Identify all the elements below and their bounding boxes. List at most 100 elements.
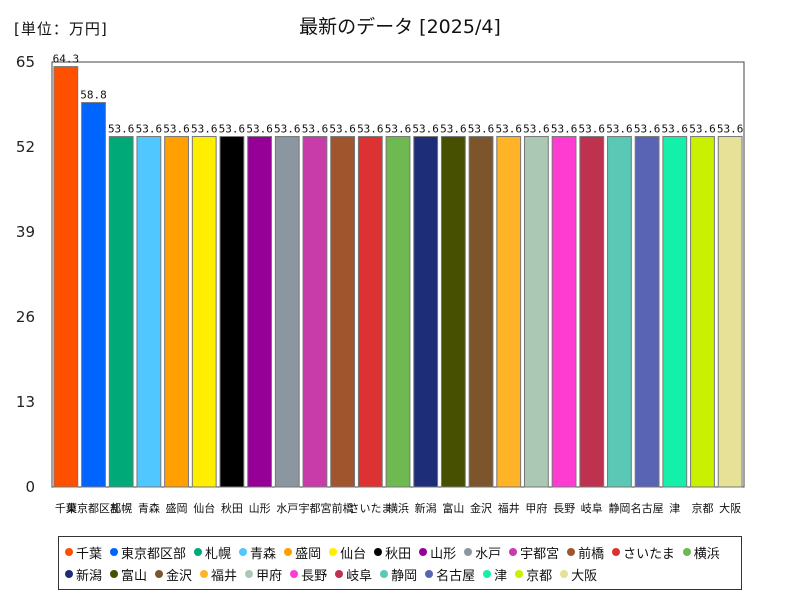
legend-label: 横浜 [693,546,720,562]
category-label: 千葉 [55,501,77,515]
category-label: 甲府 [525,501,547,515]
legend-dot-icon [65,548,73,556]
bar-6 [219,136,245,488]
value-label: 53.6 [717,123,744,136]
value-label: 53.6 [136,123,163,136]
legend-dot-icon [65,570,73,578]
legend-dot-icon [284,548,293,556]
legend-dot-icon [239,548,248,556]
legend-dot-icon [483,570,492,578]
bar-20 [607,136,632,488]
bar-23 [690,136,715,488]
legend-label: 札幌 [205,546,232,562]
legend-item: 岐阜 [335,563,372,585]
legend-dot-icon [335,570,344,578]
legend-item: 大阪 [560,563,597,585]
bar-17 [523,136,549,488]
legend-item: 仙台 [329,541,366,563]
legend-dot-icon [419,548,428,556]
legend-dot-icon [155,570,164,578]
value-label: 53.6 [689,123,716,136]
category-label: 名古屋 [631,501,664,515]
bar-7 [247,136,273,488]
value-label: 53.6 [579,123,606,136]
legend-dot-icon [110,570,119,578]
bar-22 [662,136,688,488]
bar-15 [468,136,494,488]
legend-dot-icon [329,548,338,556]
legend-label: 青森 [250,546,277,562]
value-label: 53.6 [662,123,689,136]
legend-label: 大阪 [571,568,598,584]
value-label: 53.6 [219,123,246,136]
bar-11 [357,136,383,488]
legend-dot-icon [374,548,383,556]
legend-item: 名古屋 [425,563,475,585]
bar-9 [302,136,328,488]
legend-item: 甲府 [245,563,282,585]
legend-item: 秋田 [374,541,411,563]
legend-item: 東京都区部 [110,541,186,563]
value-label: 53.6 [551,123,578,136]
category-label: 福井 [498,501,520,515]
legend-dot-icon [464,548,473,556]
category-label: 仙台 [193,501,215,515]
legend-label: 金沢 [166,568,193,584]
legend-item: 長野 [290,563,327,585]
legend-label: 秋田 [385,546,412,562]
legend-dot-icon [194,548,203,556]
legend-dot-icon [110,548,119,556]
legend-label: 前橋 [578,546,605,562]
legend-item: 静岡 [380,563,417,585]
value-label: 53.6 [108,123,135,136]
value-label: 53.6 [191,123,218,136]
category-label: さいたま [348,502,392,515]
value-label: 64.3 [53,53,80,66]
category-label: 前橋 [332,501,354,515]
bar-19 [579,136,605,488]
legend-dot-icon [682,548,691,556]
bar-0 [53,66,79,488]
category-label: 富山 [442,501,464,515]
legend-label: 名古屋 [436,568,476,584]
value-label: 53.6 [329,123,356,136]
legend-label: 富山 [121,568,148,584]
value-label: 53.6 [274,123,301,136]
value-label: 53.6 [606,123,633,136]
legend-label: 千葉 [76,546,103,562]
legend-label: 静岡 [391,568,418,584]
category-label: 静岡 [608,501,630,515]
legend-label: 宇都宮 [520,546,560,562]
bar-4 [164,136,189,488]
value-label: 53.6 [302,123,329,136]
bar-12 [385,136,411,488]
legend-dot-icon [245,570,254,578]
bar-14 [440,136,466,488]
bar-13 [413,136,439,488]
legend-item: 福井 [200,563,237,585]
category-label: 山形 [249,502,271,515]
legend-label: 甲府 [256,568,283,584]
legend-dot-icon [567,548,576,556]
legend-label: 山形 [430,546,457,562]
category-label: 青森 [138,501,160,515]
legend-label: 仙台 [340,546,367,562]
category-label: 金沢 [470,501,492,515]
category-label: 宇都宮 [298,501,331,515]
legend-label: 岐阜 [346,568,373,584]
category-label: 京都 [691,501,713,515]
bar-2 [108,136,134,488]
legend-item: 横浜 [682,541,720,563]
legend-item: 津 [483,563,507,585]
legend-item: 新潟 [65,563,102,585]
y-tick-label: 65 [16,53,35,71]
legend-label: 水戸 [475,546,502,562]
y-tick-label: 26 [16,308,35,326]
legend-item: 京都 [515,563,552,585]
category-label: 水戸 [276,502,298,515]
legend-label: 京都 [526,568,553,584]
value-label: 53.6 [440,123,467,136]
legend-dot-icon [425,570,434,578]
chart-title: 最新のデータ [2025/4] [299,16,501,38]
bar-10 [330,136,356,488]
